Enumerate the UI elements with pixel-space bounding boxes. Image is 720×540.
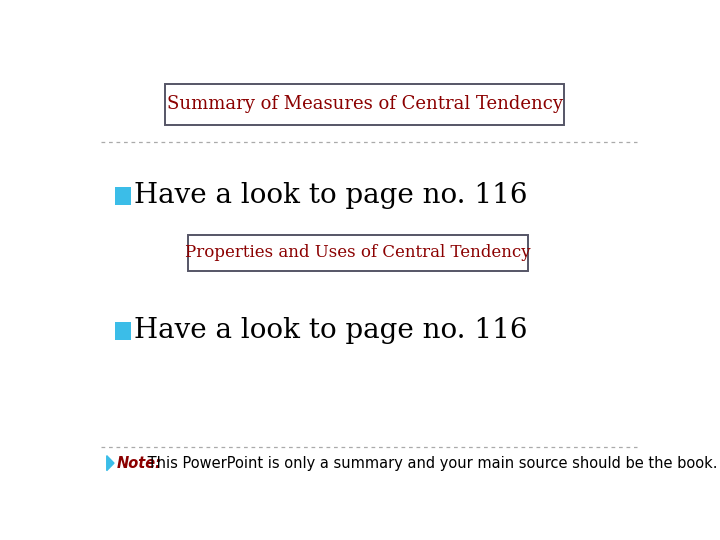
FancyBboxPatch shape: [188, 235, 528, 271]
FancyBboxPatch shape: [166, 84, 564, 125]
Text: Note:: Note:: [116, 456, 161, 471]
Text: This PowerPoint is only a summary and your main source should be the book.: This PowerPoint is only a summary and yo…: [143, 456, 718, 471]
Polygon shape: [107, 456, 114, 471]
FancyBboxPatch shape: [115, 187, 131, 205]
Text: Properties and Uses of Central Tendency: Properties and Uses of Central Tendency: [185, 245, 531, 261]
Text: Have a look to page no. 116: Have a look to page no. 116: [133, 183, 527, 210]
Text: Have a look to page no. 116: Have a look to page no. 116: [133, 318, 527, 345]
Text: Summary of Measures of Central Tendency: Summary of Measures of Central Tendency: [167, 95, 563, 113]
FancyBboxPatch shape: [115, 322, 131, 340]
